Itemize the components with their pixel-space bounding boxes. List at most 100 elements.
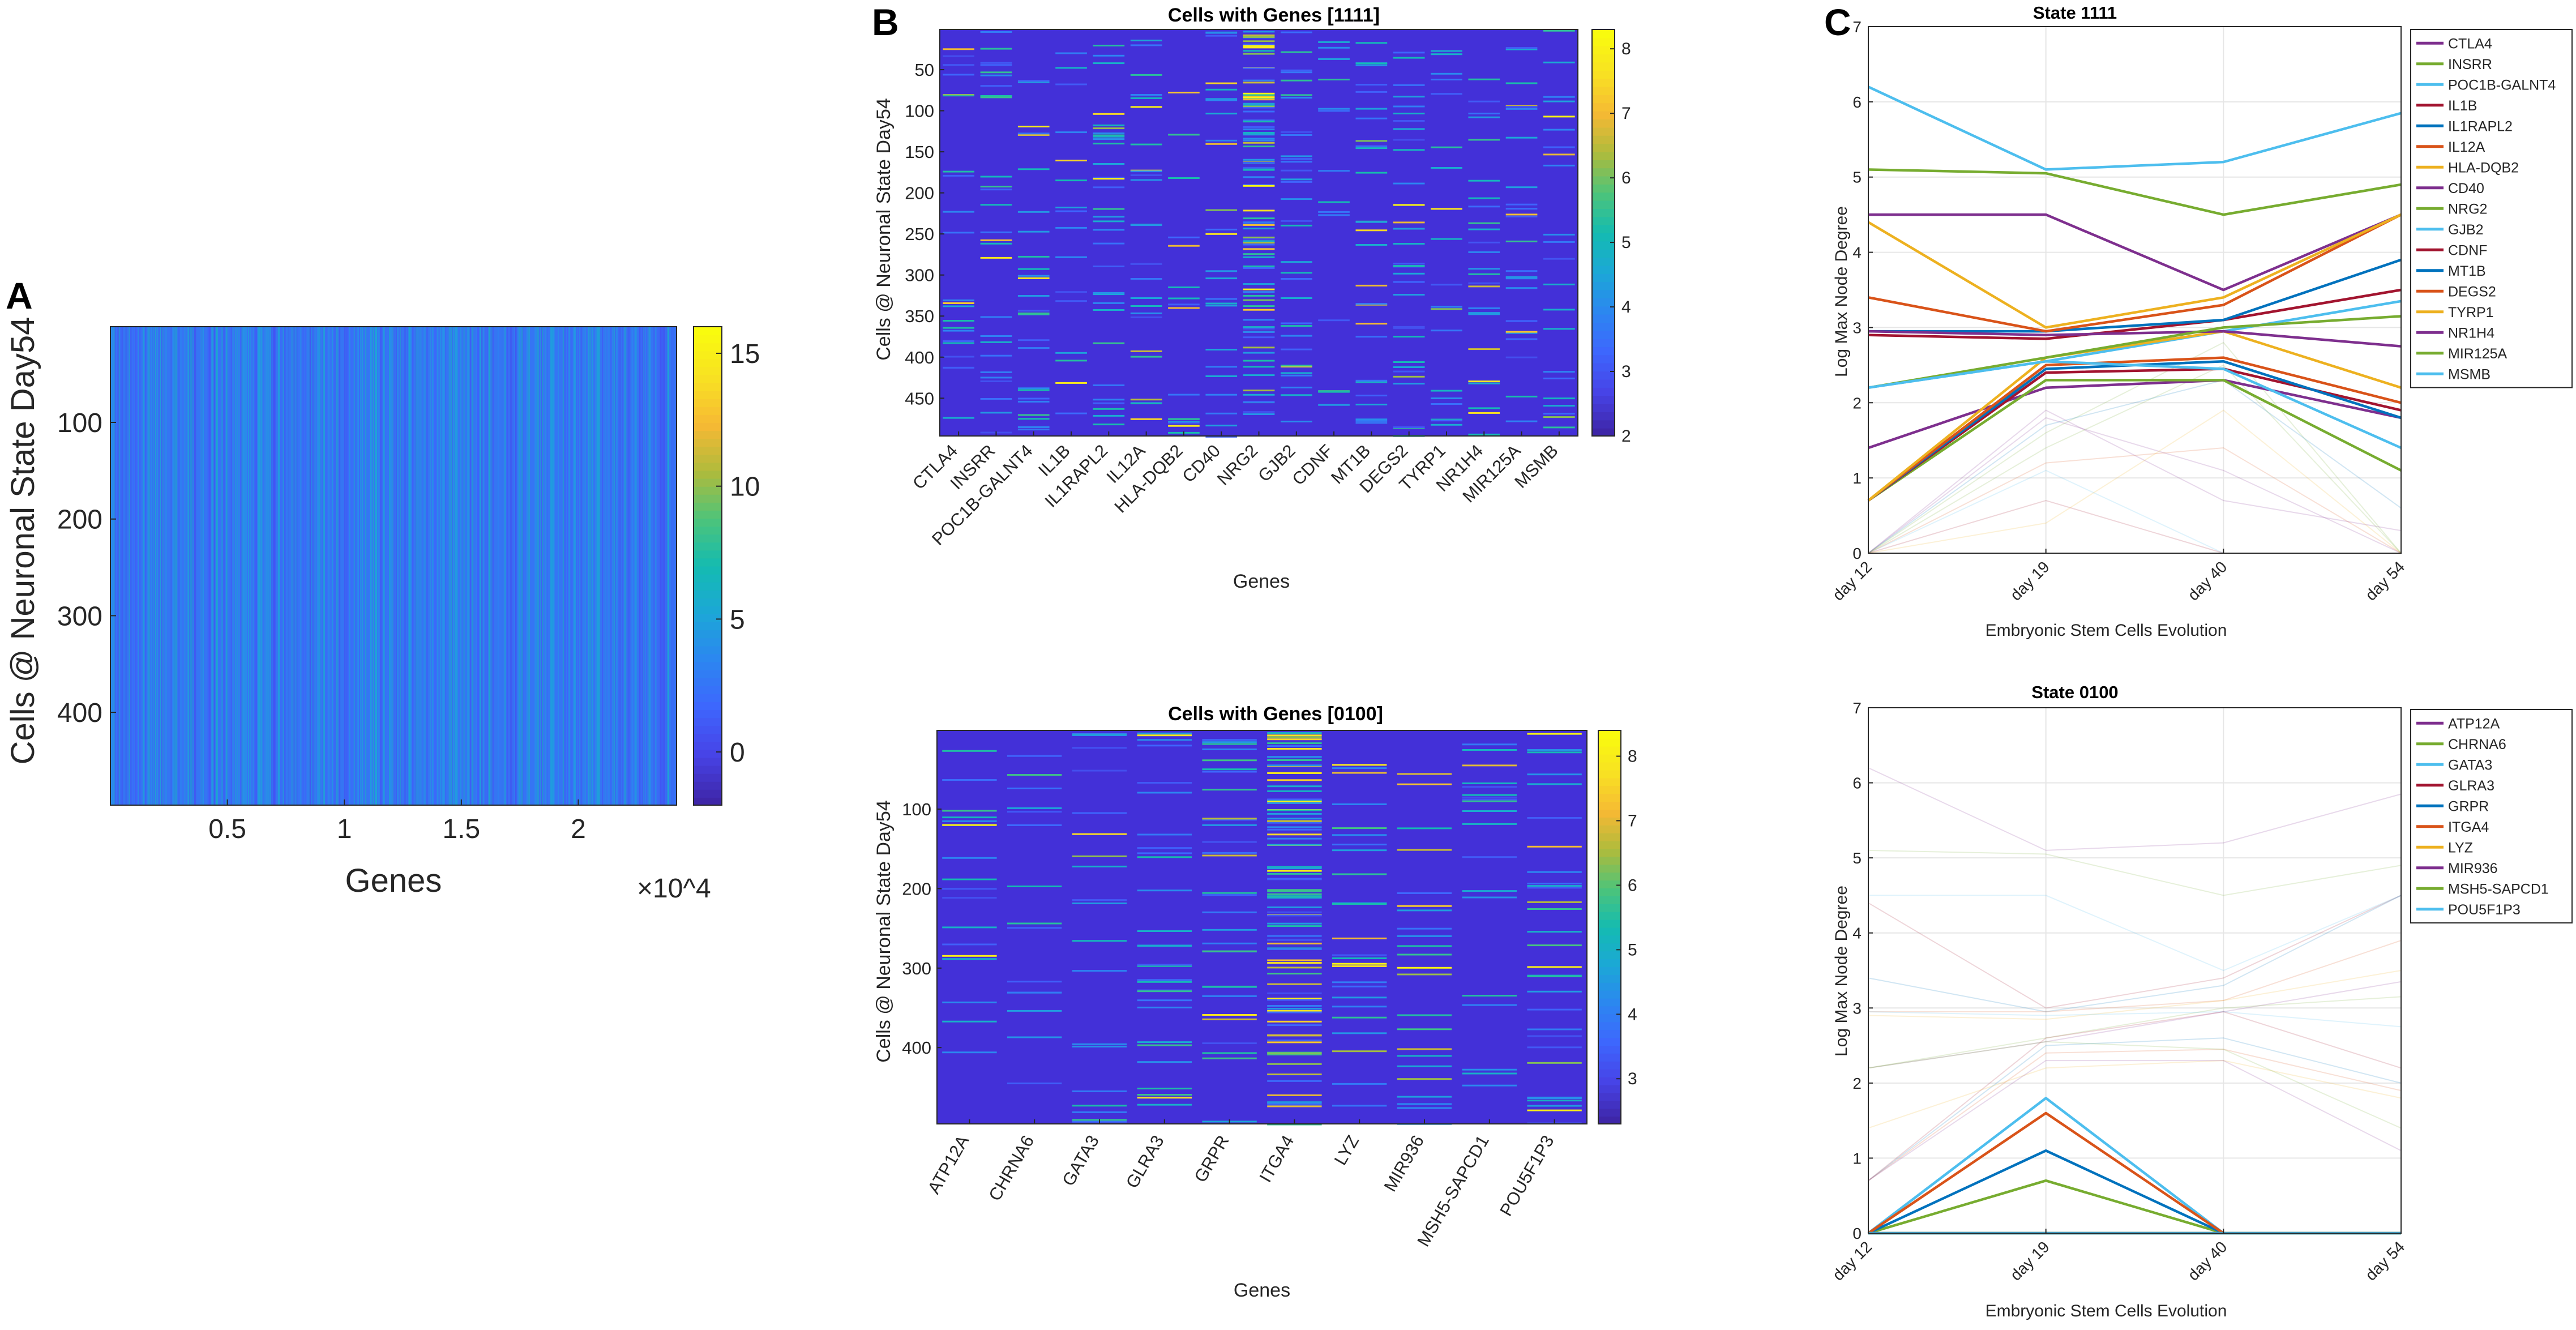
heatmap-cell bbox=[1267, 772, 1322, 774]
heatmap-a-gene-column bbox=[377, 327, 380, 805]
colorbar-swatch bbox=[1598, 982, 1621, 991]
heatmap-a-gene-column bbox=[667, 327, 669, 805]
heatmap-a-gene-column bbox=[431, 327, 433, 805]
heatmap-cell bbox=[1093, 134, 1125, 136]
colorbar-swatch bbox=[1598, 935, 1621, 944]
heatmap-a-gene-column bbox=[272, 327, 274, 805]
series-line bbox=[1868, 85, 2402, 171]
faint-series-line bbox=[1868, 895, 2402, 972]
colorbar-swatch bbox=[694, 390, 722, 399]
colorbar-swatch bbox=[1598, 919, 1621, 928]
heatmap-a-ytick-label: 300 bbox=[57, 601, 102, 631]
heatmap-a: Cells @ Neuronal State Day54 100 200 300… bbox=[5, 317, 760, 904]
heatmap-a-gene-column bbox=[455, 327, 456, 805]
heatmap-b1-colorbar: 2 3 4 5 6 7 8 bbox=[1591, 29, 1631, 446]
heatmap-cell bbox=[1017, 313, 1050, 314]
heatmap-cell bbox=[1205, 233, 1238, 235]
heatmap-cell bbox=[1072, 734, 1127, 736]
heatmap-a-gene-column bbox=[653, 327, 655, 805]
heatmap-cell bbox=[1393, 105, 1425, 108]
heatmap-cell bbox=[1168, 245, 1200, 247]
heatmap-a-gene-column bbox=[285, 327, 287, 805]
heatmap-cell bbox=[1355, 172, 1388, 174]
heatmap-a-gene-column bbox=[344, 327, 345, 805]
heatmap-cell bbox=[942, 888, 997, 890]
heatmap-a-gene-column bbox=[649, 327, 651, 805]
heatmap-a-gene-column bbox=[363, 327, 365, 805]
heatmap-cell bbox=[943, 232, 974, 234]
heatmap-cell bbox=[1527, 1035, 1582, 1037]
heatmap-cell bbox=[1072, 903, 1127, 904]
line-chart-c2-ytick-label: 0 bbox=[1852, 1225, 1862, 1242]
heatmap-a-gene-column bbox=[313, 327, 316, 805]
heatmap-cell bbox=[1527, 901, 1582, 903]
heatmap-cell bbox=[1393, 361, 1425, 363]
series-line bbox=[1868, 330, 2402, 348]
heatmap-cell bbox=[943, 330, 974, 332]
heatmap-a-gene-column bbox=[535, 327, 536, 805]
heatmap-cell bbox=[1093, 266, 1125, 267]
heatmap-cell bbox=[1267, 959, 1322, 961]
heatmap-a-gene-column bbox=[598, 327, 600, 805]
heatmap-a-gene-column bbox=[318, 327, 320, 805]
heatmap-cell bbox=[1431, 418, 1462, 421]
heatmap-cell bbox=[1318, 391, 1350, 393]
heatmap-cell bbox=[1072, 1043, 1127, 1045]
heatmap-a-gene-column bbox=[645, 327, 647, 805]
colorbar-swatch bbox=[1592, 420, 1615, 429]
heatmap-cell bbox=[1137, 792, 1192, 794]
heatmap-cell bbox=[1267, 1020, 1322, 1023]
heatmap-cell bbox=[1505, 203, 1538, 206]
heatmap-cell bbox=[1318, 170, 1350, 172]
heatmap-cell bbox=[1281, 374, 1312, 377]
line-chart-c2-title: State 0100 bbox=[2031, 682, 2118, 702]
heatmap-a-gene-column bbox=[416, 327, 417, 805]
heatmap-cell bbox=[1130, 170, 1162, 173]
heatmap-cell bbox=[1137, 782, 1192, 784]
heatmap-cell bbox=[1202, 1018, 1257, 1020]
colorbar-swatch bbox=[694, 717, 722, 726]
heatmap-cell bbox=[1527, 1100, 1582, 1102]
colorbar-swatch bbox=[1598, 864, 1621, 873]
heatmap-cell bbox=[1527, 1028, 1582, 1030]
heatmap-cell bbox=[1243, 243, 1275, 246]
line-chart-c1-ytick-label: 5 bbox=[1852, 169, 1862, 186]
heatmap-cell bbox=[1462, 1004, 1517, 1006]
heatmap-a-gene-column bbox=[112, 327, 113, 805]
heatmap-b1-ytick-label: 100 bbox=[905, 101, 934, 121]
heatmap-cell bbox=[1137, 739, 1192, 741]
colorbar-swatch bbox=[694, 581, 722, 591]
heatmap-a-gene-column bbox=[491, 327, 493, 805]
heatmap-a-gene-column bbox=[259, 327, 260, 805]
heatmap-a-gene-column bbox=[190, 327, 192, 805]
colorbar-swatch bbox=[1592, 395, 1615, 404]
colorbar-swatch bbox=[1592, 168, 1615, 177]
heatmap-cell bbox=[1355, 244, 1388, 246]
colorbar-tick-label: 3 bbox=[1621, 362, 1631, 381]
heatmap-cell bbox=[1093, 342, 1125, 344]
colorbar-frame bbox=[1598, 730, 1621, 1124]
heatmap-a-gene-column bbox=[521, 327, 523, 805]
heatmap-a-gene-column bbox=[113, 327, 115, 805]
heatmap-cell bbox=[1130, 297, 1162, 299]
heatmap-cell bbox=[1243, 236, 1275, 238]
legend-entry-label: CHRNA6 bbox=[2448, 737, 2506, 752]
line-chart-c1: State 1111 Log Max Node Degree 0 1 2 3 4… bbox=[1829, 3, 2573, 640]
heatmap-a-gene-column bbox=[619, 327, 621, 805]
gene-label: NRG2 bbox=[1213, 441, 1262, 489]
heatmap-cell bbox=[943, 64, 974, 66]
heatmap-a-gene-column bbox=[392, 327, 393, 805]
line-chart-c1-xtick-label: day 19 bbox=[2007, 558, 2053, 604]
heatmap-cell bbox=[1072, 833, 1127, 835]
colorbar-swatch bbox=[694, 749, 722, 758]
heatmap-a-gene-column bbox=[529, 327, 530, 805]
heatmap-cell bbox=[1397, 1055, 1452, 1057]
heatmap-cell bbox=[942, 1020, 997, 1023]
heatmap-a-gene-column bbox=[120, 327, 122, 805]
heatmap-cell bbox=[1527, 1008, 1582, 1011]
heatmap-a-gene-column bbox=[573, 327, 575, 805]
legend-entry-label: CTLA4 bbox=[2448, 36, 2492, 52]
heatmap-cell bbox=[1462, 1084, 1517, 1087]
heatmap-a-gene-column bbox=[138, 327, 141, 805]
